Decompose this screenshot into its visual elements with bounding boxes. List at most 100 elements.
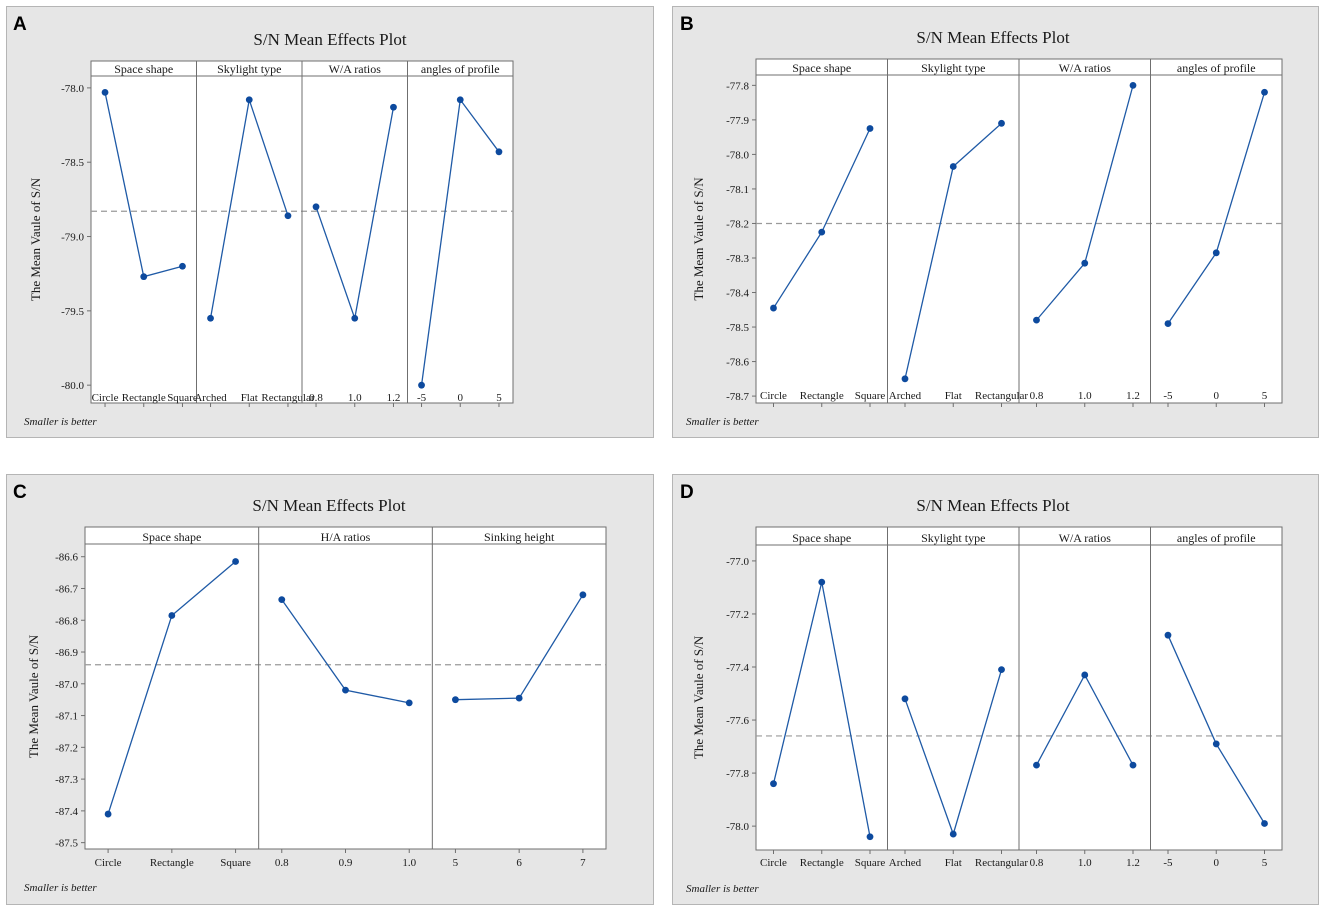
y-tick-label: -79.5 [61,306,84,318]
data-point [342,686,349,694]
data-point [901,375,909,383]
y-tick-label: -78.3 [726,253,749,265]
data-point [284,212,292,220]
x-tick-label: 6 [516,857,522,869]
facet-header-label: W/A ratios [1059,61,1112,75]
data-point [418,381,425,389]
data-point [207,314,214,322]
x-tick-label: 1.2 [387,392,401,404]
x-tick-label: Arched [889,390,922,402]
y-tick-label: -86.6 [55,552,78,564]
x-tick-label: 5 [453,857,459,869]
data-point [1033,316,1040,324]
y-tick-label: -77.0 [726,556,749,568]
y-tick-label: -78.7 [726,391,749,403]
data-point [1129,81,1137,89]
x-tick-label: 0 [1214,857,1220,869]
x-tick-label: 0.9 [339,857,353,869]
smaller-is-better-note: Smaller is better [24,416,97,428]
data-point [1261,88,1268,96]
data-point [866,125,874,132]
data-point [770,780,777,788]
data-point [351,314,359,322]
data-point [998,119,1005,127]
y-tick-label: -87.4 [55,806,78,818]
x-tick-label: 1.2 [1126,390,1140,402]
x-tick-label: Flat [945,390,962,402]
data-point [949,830,957,838]
x-tick-label: 0 [1214,390,1220,402]
x-tick-label: 0.8 [1030,857,1044,869]
data-point [1212,740,1220,748]
x-tick-label: -5 [1163,857,1173,869]
y-tick-label: -77.2 [726,609,749,621]
data-point [312,203,320,211]
y-tick-label: -87.0 [55,679,78,691]
smaller-is-better-note: Smaller is better [24,882,97,894]
facet-header-label: W/A ratios [1059,531,1112,545]
chart-title: S/N Mean Effects Plot [252,496,405,515]
x-tick-label: Flat [945,857,962,869]
y-tick-label: -78.6 [726,357,749,369]
data-point [245,96,253,104]
x-tick-label: -5 [1163,390,1173,402]
data-point [140,273,148,281]
data-point [168,612,176,619]
x-tick-label: 1.0 [348,392,362,404]
y-tick-label: -78.0 [726,821,749,833]
data-point [1081,259,1089,267]
x-tick-label: 1.0 [1078,857,1092,869]
data-point [1212,249,1220,257]
facet-header-label: angles of profile [1177,531,1256,545]
y-tick-label: -78.5 [61,157,84,169]
y-tick-label: -87.3 [55,774,78,786]
data-point [390,103,397,111]
chart-title: S/N Mean Effects Plot [916,28,1069,47]
x-tick-label: Circle [95,857,122,869]
chart-title: S/N Mean Effects Plot [253,30,406,49]
data-point [1164,320,1172,327]
x-tick-label: Circle [760,857,787,869]
data-point [456,96,464,104]
y-tick-label: -77.8 [726,80,749,92]
data-point [452,696,459,704]
y-tick-label: -77.9 [726,115,749,127]
smaller-is-better-note: Smaller is better [686,883,759,895]
facet-header-label: Space shape [792,531,851,545]
y-tick-label: -77.4 [726,662,749,674]
facet-header-label: H/A ratios [321,530,371,544]
facet-header-label: Sinking height [484,530,555,544]
facet-header-label: angles of profile [421,62,500,76]
y-tick-label: -87.5 [55,838,78,850]
facet-header-label: Space shape [142,530,201,544]
x-tick-label: 5 [496,392,502,404]
y-tick-label: -78.0 [61,83,84,95]
x-tick-label: 1.0 [402,857,416,869]
x-tick-label: Rectangle [150,857,194,869]
facet-header-label: Skylight type [921,531,985,545]
x-tick-label: Rectangle [122,392,166,404]
data-point [515,694,523,702]
y-tick-label: -86.8 [55,615,78,627]
data-point [1033,761,1040,769]
data-point [818,228,826,236]
chart-title: S/N Mean Effects Plot [916,496,1069,515]
data-point [579,591,587,599]
x-tick-label: Rectangular [975,390,1028,402]
x-tick-label: Arched [194,392,227,404]
data-point [104,810,112,818]
data-point [1081,671,1089,679]
y-tick-label: -78.2 [726,218,749,230]
x-tick-label: 1.0 [1078,390,1092,402]
data-point [101,88,109,96]
x-tick-label: 0.8 [309,392,323,404]
facet-header-label: W/A ratios [329,62,382,76]
y-tick-label: -78.0 [726,149,749,161]
x-tick-label: Arched [889,857,922,869]
facet-header-label: Skylight type [921,61,985,75]
y-axis-label: The Mean Vaule of S/N [28,177,43,301]
x-tick-label: 1.2 [1126,857,1140,869]
data-point [1164,631,1172,639]
